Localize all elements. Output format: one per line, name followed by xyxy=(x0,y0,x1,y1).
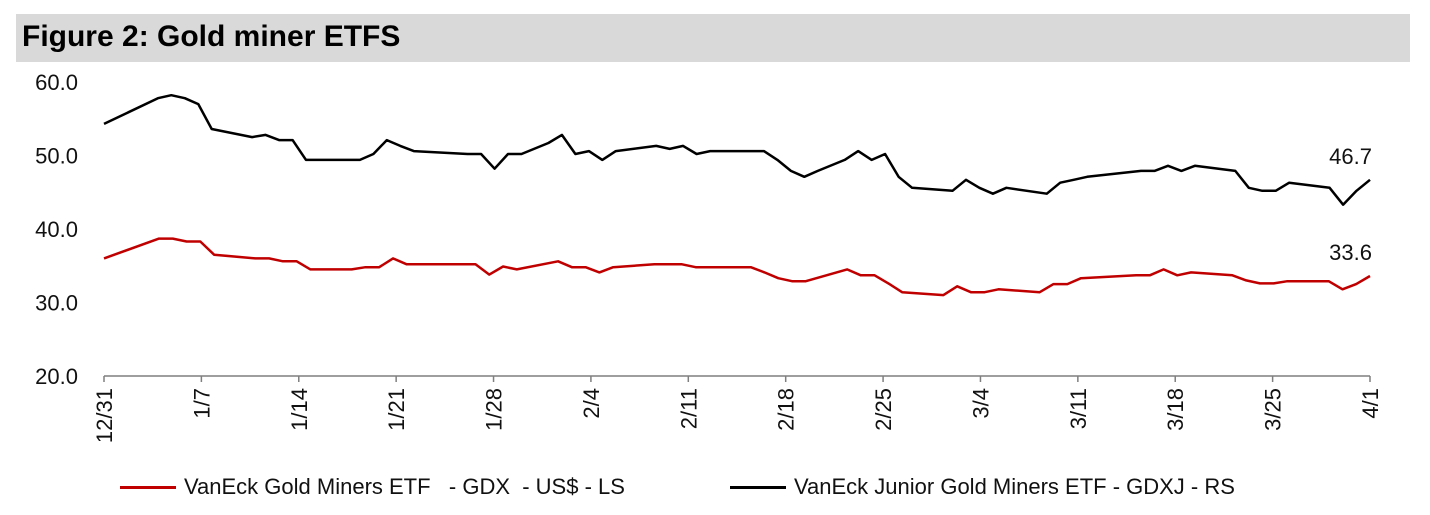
x-tick-label: 1/7 xyxy=(189,388,214,419)
x-axis: 12/31 1/7 1/14 1/21 1/28 2/4 2/11 2/18 2/25 3/4 3/… xyxy=(92,375,1383,443)
end-labels: 33.6 46.7 xyxy=(1329,144,1372,265)
y-tick-label: 20.0 xyxy=(35,364,78,389)
x-tick-label: 3/18 xyxy=(1163,388,1188,431)
legend-item-gdx: VanEck Gold Miners ETF - GDX - US$ - LS xyxy=(120,472,625,502)
x-tick-label: 3/25 xyxy=(1261,388,1286,431)
x-tick-label: 3/4 xyxy=(968,388,993,419)
x-tick-label: 2/25 xyxy=(871,388,896,431)
x-tick-label: 12/31 xyxy=(92,388,117,443)
figure-title-bar: Figure 2: Gold miner ETFS xyxy=(16,14,1410,62)
x-tick-label: 1/14 xyxy=(287,388,312,431)
x-tick-label: 2/18 xyxy=(774,388,799,431)
y-tick-label: 60.0 xyxy=(35,70,78,95)
y-axis: 60.0 50.0 40.0 30.0 20.0 xyxy=(35,70,78,389)
x-tick-label: 1/21 xyxy=(384,388,409,431)
legend-item-gdxj: VanEck Junior Gold Miners ETF - GDXJ - R… xyxy=(730,472,1235,502)
legend: VanEck Gold Miners ETF - GDX - US$ - LS … xyxy=(0,472,1430,502)
end-label-gdx: 33.6 xyxy=(1329,240,1372,265)
end-label-gdxj: 46.7 xyxy=(1329,144,1372,169)
y-tick-label: 40.0 xyxy=(35,217,78,242)
series-lines xyxy=(103,93,1371,297)
legend-swatch-gdxj xyxy=(730,485,786,489)
legend-swatch-gdx xyxy=(120,485,176,489)
legend-label-gdx: VanEck Gold Miners ETF - GDX - US$ - LS xyxy=(184,474,625,499)
x-tick-label: 2/4 xyxy=(579,388,604,419)
x-tick-label: 2/11 xyxy=(676,388,701,429)
legend-label-gdxj: VanEck Junior Gold Miners ETF - GDXJ - R… xyxy=(794,474,1235,499)
series-line-gdxj xyxy=(103,93,1371,206)
y-tick-label: 50.0 xyxy=(35,144,78,169)
y-tick-label: 30.0 xyxy=(35,291,78,316)
x-tick-label: 1/28 xyxy=(482,388,507,431)
x-tick-label: 4/1 xyxy=(1358,388,1383,419)
x-tick-label: 3/11 xyxy=(1066,388,1091,429)
series-line-gdx xyxy=(103,237,1371,297)
figure-title: Figure 2: Gold miner ETFS xyxy=(22,20,401,53)
